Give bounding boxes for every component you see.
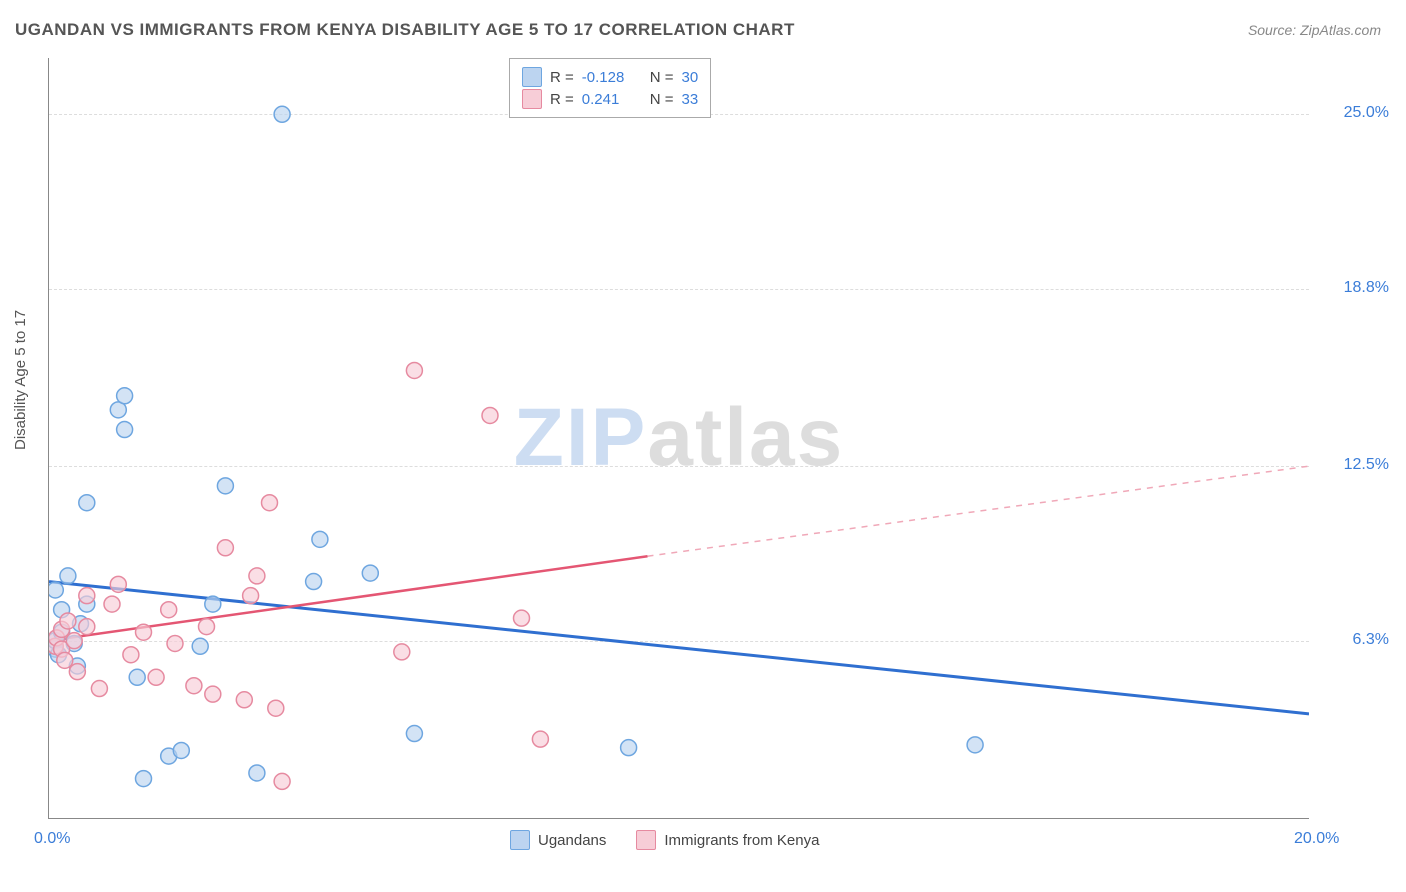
data-point bbox=[236, 692, 252, 708]
data-point bbox=[148, 669, 164, 685]
data-point bbox=[312, 531, 328, 547]
data-point bbox=[274, 773, 290, 789]
y-axis-label: Disability Age 5 to 17 bbox=[12, 310, 29, 450]
data-point bbox=[110, 576, 126, 592]
ytick-label: 12.5% bbox=[1344, 456, 1389, 474]
plot-svg bbox=[49, 58, 1309, 818]
legend-swatch bbox=[636, 830, 656, 850]
data-point bbox=[406, 726, 422, 742]
legend-series-item: Ugandans bbox=[510, 830, 606, 850]
data-point bbox=[406, 362, 422, 378]
data-point bbox=[205, 596, 221, 612]
xtick-label: 0.0% bbox=[34, 830, 70, 848]
data-point bbox=[69, 664, 85, 680]
data-point bbox=[123, 647, 139, 663]
data-point bbox=[66, 633, 82, 649]
legend-series-label: Immigrants from Kenya bbox=[664, 832, 819, 849]
data-point bbox=[79, 619, 95, 635]
data-point bbox=[362, 565, 378, 581]
source-attribution: Source: ZipAtlas.com bbox=[1248, 22, 1381, 38]
ytick-label: 6.3% bbox=[1353, 631, 1389, 649]
data-point bbox=[532, 731, 548, 747]
data-point bbox=[60, 568, 76, 584]
xtick-label: 20.0% bbox=[1294, 830, 1339, 848]
data-point bbox=[205, 686, 221, 702]
ytick-label: 18.8% bbox=[1344, 279, 1389, 297]
data-point bbox=[129, 669, 145, 685]
data-point bbox=[199, 619, 215, 635]
plot-area: ZIPatlas R =-0.128N =30R =0.241N =33 6.3… bbox=[48, 58, 1309, 819]
chart-container: UGANDAN VS IMMIGRANTS FROM KENYA DISABIL… bbox=[0, 0, 1406, 892]
ytick-label: 25.0% bbox=[1344, 104, 1389, 122]
data-point bbox=[60, 613, 76, 629]
legend-swatch bbox=[522, 67, 542, 87]
data-point bbox=[274, 106, 290, 122]
data-point bbox=[79, 588, 95, 604]
data-point bbox=[217, 540, 233, 556]
data-point bbox=[104, 596, 120, 612]
data-point bbox=[173, 742, 189, 758]
legend-series-item: Immigrants from Kenya bbox=[636, 830, 819, 850]
data-point bbox=[192, 638, 208, 654]
r-value: -0.128 bbox=[582, 69, 642, 86]
r-label: R = bbox=[550, 69, 574, 86]
data-point bbox=[621, 740, 637, 756]
r-value: 0.241 bbox=[582, 91, 642, 108]
data-point bbox=[136, 624, 152, 640]
data-point bbox=[249, 568, 265, 584]
data-point bbox=[514, 610, 530, 626]
data-point bbox=[268, 700, 284, 716]
data-point bbox=[262, 495, 278, 511]
n-label: N = bbox=[650, 91, 674, 108]
n-value: 33 bbox=[682, 91, 699, 108]
data-point bbox=[117, 422, 133, 438]
legend-correlation-row: R = 0.241 N = 33 bbox=[522, 89, 698, 109]
data-point bbox=[967, 737, 983, 753]
data-point bbox=[117, 388, 133, 404]
data-point bbox=[482, 407, 498, 423]
data-point bbox=[91, 681, 107, 697]
data-point bbox=[57, 652, 73, 668]
data-point bbox=[186, 678, 202, 694]
regression-extrapolation bbox=[648, 466, 1310, 556]
data-point bbox=[249, 765, 265, 781]
legend-series: Ugandans Immigrants from Kenya bbox=[510, 830, 819, 850]
chart-title: UGANDAN VS IMMIGRANTS FROM KENYA DISABIL… bbox=[15, 20, 795, 40]
data-point bbox=[394, 644, 410, 660]
legend-swatch bbox=[522, 89, 542, 109]
data-point bbox=[167, 635, 183, 651]
data-point bbox=[49, 582, 63, 598]
n-value: 30 bbox=[682, 69, 699, 86]
data-point bbox=[79, 495, 95, 511]
data-point bbox=[136, 771, 152, 787]
legend-correlation: R = -0.128 N = 30 R = 0.241 N = 33 bbox=[509, 58, 711, 118]
data-point bbox=[161, 602, 177, 618]
legend-correlation-row: R = -0.128 N = 30 bbox=[522, 67, 698, 87]
legend-swatch bbox=[510, 830, 530, 850]
data-point bbox=[217, 478, 233, 494]
r-label: R = bbox=[550, 91, 574, 108]
data-point bbox=[306, 574, 322, 590]
data-point bbox=[243, 588, 259, 604]
legend-series-label: Ugandans bbox=[538, 832, 606, 849]
n-label: N = bbox=[650, 69, 674, 86]
